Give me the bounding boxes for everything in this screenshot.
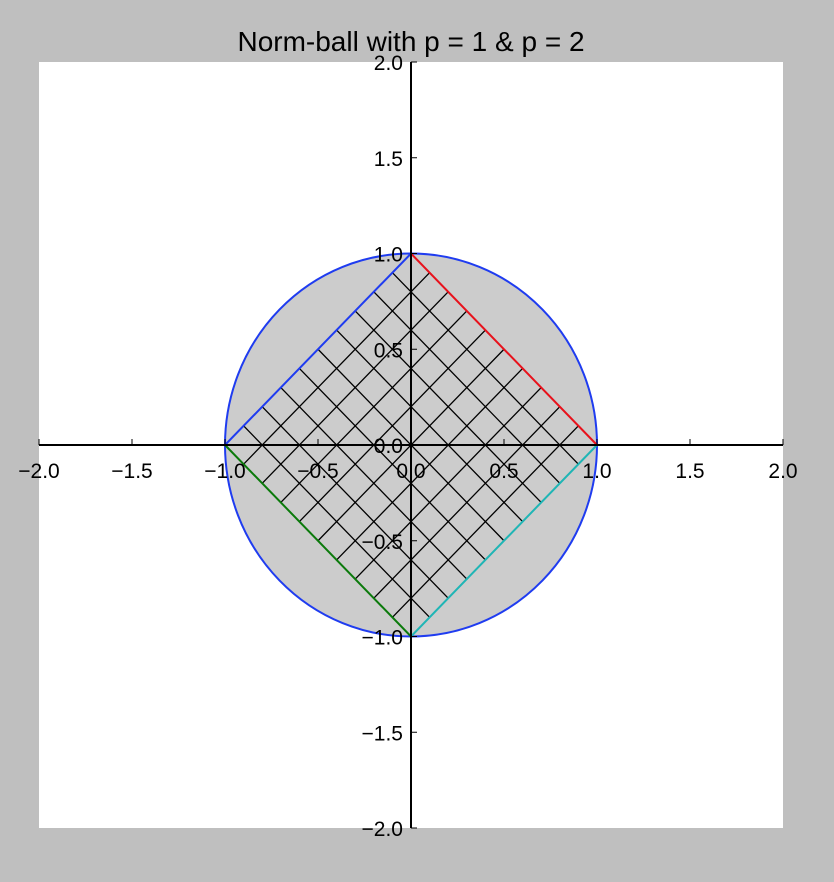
y-tick-label: 1.5 [374,148,403,171]
x-tick-label: −0.5 [297,460,338,483]
series-line-2 [224,444,412,638]
hatch-line [336,329,524,523]
y-tick-label: 1.0 [374,244,403,267]
series-line-3 [410,444,598,638]
series-line-0 [410,252,598,446]
hatch-line [280,310,468,503]
y-tick-label: −1.5 [362,722,403,745]
hatch-line [373,291,561,484]
hatch-line [261,291,449,484]
hatch-line [354,310,542,503]
y-tick-label: 2.0 [374,52,403,75]
y-tick-label: −1.0 [362,627,403,650]
y-tick-label: 0.5 [374,339,403,362]
x-tick-label: 1.5 [675,460,704,483]
x-tick-label: −2.0 [18,460,59,483]
chart-title: Norm-ball with p = 1 & p = 2 [237,26,584,57]
x-tick-label: 1.0 [582,460,611,483]
x-tick-label: −1.5 [111,460,152,483]
y-tick-label: −0.5 [362,531,403,554]
hatch-line [243,272,431,465]
x-tick-label: 0.5 [489,460,518,483]
series-line-1 [224,252,412,446]
x-tick-label: −1.0 [204,460,245,483]
x-tick-label: 0.0 [396,460,425,483]
hatch-line [391,272,579,465]
x-tick-label: 2.0 [768,460,797,483]
y-tick-label: −2.0 [362,818,403,841]
y-tick-label: 0.0 [374,435,403,458]
hatch-line [298,329,486,523]
